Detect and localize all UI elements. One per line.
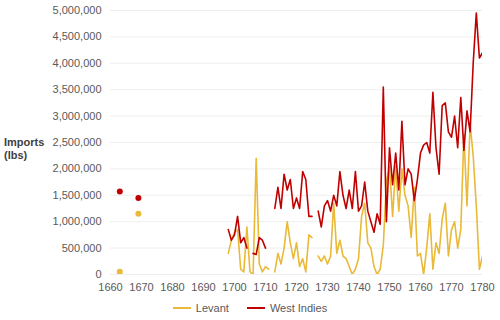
svg-text:1680: 1680: [160, 281, 184, 293]
svg-text:1780: 1780: [470, 281, 494, 293]
svg-text:1660: 1660: [98, 281, 122, 293]
svg-text:1,500,000: 1,500,000: [53, 189, 102, 201]
svg-text:5,000,000: 5,000,000: [53, 4, 102, 16]
svg-text:1670: 1670: [129, 281, 153, 293]
svg-text:1750: 1750: [377, 281, 401, 293]
svg-text:2,000,000: 2,000,000: [53, 162, 102, 174]
svg-text:1700: 1700: [222, 281, 246, 293]
svg-text:1,000,000: 1,000,000: [53, 215, 102, 227]
svg-text:1710: 1710: [253, 281, 277, 293]
svg-text:1720: 1720: [284, 281, 308, 293]
svg-text:3,500,000: 3,500,000: [53, 83, 102, 95]
svg-text:4,000,000: 4,000,000: [53, 57, 102, 69]
svg-text:3,000,000: 3,000,000: [53, 110, 102, 122]
svg-text:1760: 1760: [408, 281, 432, 293]
svg-text:1730: 1730: [315, 281, 339, 293]
svg-text:4,500,000: 4,500,000: [53, 30, 102, 42]
svg-text:1770: 1770: [439, 281, 463, 293]
svg-text:0: 0: [95, 268, 101, 280]
html-text:West Indies: West Indies: [269, 302, 328, 314]
svg-text:500,000: 500,000: [62, 242, 102, 254]
html-text:Levant: Levant: [195, 302, 229, 314]
svg-text:2,500,000: 2,500,000: [53, 136, 102, 148]
html-text:Imports (lbs): Imports (lbs): [4, 136, 45, 161]
svg-text:1740: 1740: [346, 281, 370, 293]
svg-text:1690: 1690: [191, 281, 215, 293]
